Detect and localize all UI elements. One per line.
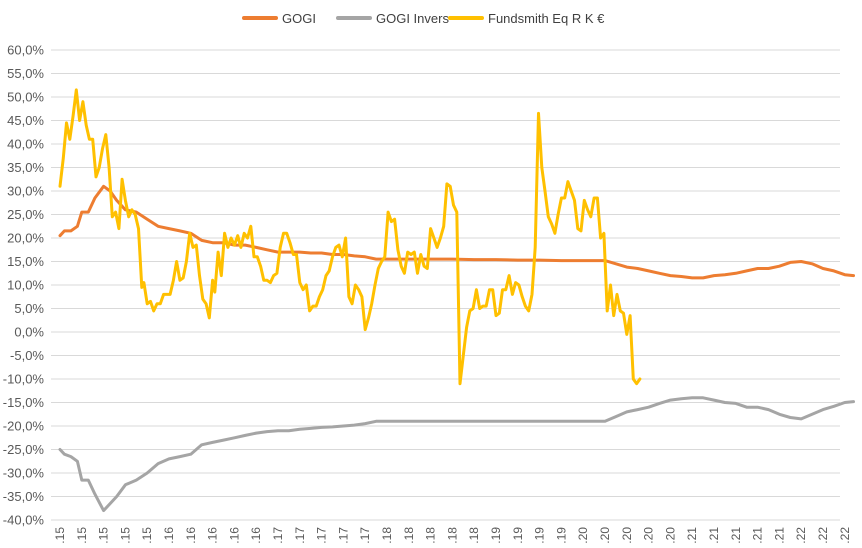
x-tick-label: 01.11.20: [663, 527, 677, 543]
legend-label-1: GOGI Invers: [376, 11, 449, 26]
y-tick-label: 20,0%: [7, 231, 44, 246]
y-tick-label: 0,0%: [14, 325, 44, 340]
x-tick-label: 01.12.17: [358, 527, 372, 543]
x-tick-label: 01.07.22: [838, 527, 852, 543]
x-tick-label: 16.08.15: [118, 527, 132, 543]
legend-item-1: GOGI Invers: [336, 11, 449, 26]
y-tick-label: 35,0%: [7, 160, 44, 175]
gridlines: [51, 49, 840, 521]
x-tick-label: 16.12.18: [467, 527, 481, 543]
legend: GOGI GOGI Invers Fundsmith Eq R K €: [242, 11, 605, 26]
series-line-2: [58, 88, 642, 386]
y-tick-label: 60,0%: [7, 43, 44, 58]
x-tick-label: 16.06.16: [206, 527, 220, 543]
x-tick-label: 16.09.22: [860, 527, 862, 543]
x-tick-label: 01.06.15: [97, 527, 111, 543]
x-tick-label: 16.11.21: [772, 527, 786, 543]
x-tick-label: 16.01.21: [685, 527, 699, 543]
x-tick-label: 01.08.19: [533, 527, 547, 543]
y-tick-label: 40,0%: [7, 137, 44, 152]
x-tick-label: 01.01.20: [576, 527, 590, 543]
y-tick-label: 10,0%: [7, 278, 44, 293]
y-tick-label: 50,0%: [7, 90, 44, 105]
y-tick-label: -40,0%: [3, 513, 45, 528]
x-axis-tick-labels: 01.01.15 16.03.15 01.06.15 16.08.15 01.11.15…: [53, 527, 862, 548]
x-tick-label: 16.03.15: [75, 527, 89, 543]
x-tick-label: 01.09.21: [751, 527, 765, 543]
y-tick-label: -20,0%: [3, 419, 45, 434]
y-tick-label: -5,0%: [10, 348, 44, 363]
x-tick-label: 01.07.17: [315, 527, 329, 543]
x-tick-label: 16.09.17: [336, 527, 350, 543]
y-tick-label: -15,0%: [3, 395, 45, 410]
x-tick-label: 16.07.18: [424, 527, 438, 543]
y-tick-label: -10,0%: [3, 372, 45, 387]
x-tick-label: 01.01.15: [53, 527, 67, 543]
y-tick-label: -30,0%: [3, 466, 45, 481]
x-tick-label: 01.11.15: [140, 527, 154, 543]
x-tick-label: 01.10.18: [445, 527, 459, 543]
legend-item-2: Fundsmith Eq R K €: [448, 11, 605, 26]
x-tick-label: 16.06.21: [729, 527, 743, 543]
series-line-0: [58, 184, 855, 280]
x-tick-label: 01.09.16: [227, 527, 241, 543]
x-tick-label: 01.05.18: [402, 527, 416, 543]
legend-item-0: GOGI: [242, 11, 316, 26]
x-tick-label: 16.08.20: [642, 527, 656, 543]
x-tick-label: 16.11.16: [249, 527, 263, 543]
x-tick-label: 01.04.21: [707, 527, 721, 543]
legend-label-0: GOGI: [282, 11, 316, 26]
y-tick-label: 30,0%: [7, 184, 44, 199]
y-tick-label: 5,0%: [14, 301, 44, 316]
x-tick-label: 01.02.17: [271, 527, 285, 543]
series-line-1: [58, 396, 855, 513]
x-tick-label: 01.06.20: [620, 527, 634, 543]
x-tick-label: 16.01.16: [162, 527, 176, 543]
x-tick-label: 16.03.20: [598, 527, 612, 543]
y-tick-label: -25,0%: [3, 442, 45, 457]
y-tick-label: 45,0%: [7, 113, 44, 128]
legend-label-2: Fundsmith Eq R K €: [488, 11, 605, 26]
y-axis-tick-labels: 60,0% 55,0% 50,0% 45,0% 40,0% 35,0% 30,0% 25,0%…: [3, 43, 45, 528]
x-tick-label: 16.04.17: [293, 527, 307, 543]
x-tick-label: 01.04.16: [184, 527, 198, 543]
y-tick-label: 55,0%: [7, 66, 44, 81]
x-tick-label: 16.10.19: [554, 527, 568, 543]
x-tick-label: 01.03.19: [489, 527, 503, 543]
x-tick-label: 16.02.18: [380, 527, 394, 543]
x-tick-label: 16.05.19: [511, 527, 525, 543]
series-lines: [58, 88, 855, 513]
x-tick-label: 01.02.22: [794, 527, 808, 543]
y-tick-label: -35,0%: [3, 489, 45, 504]
y-tick-label: 25,0%: [7, 207, 44, 222]
x-tick-label: 16.04.22: [816, 527, 830, 543]
y-tick-label: 15,0%: [7, 254, 44, 269]
